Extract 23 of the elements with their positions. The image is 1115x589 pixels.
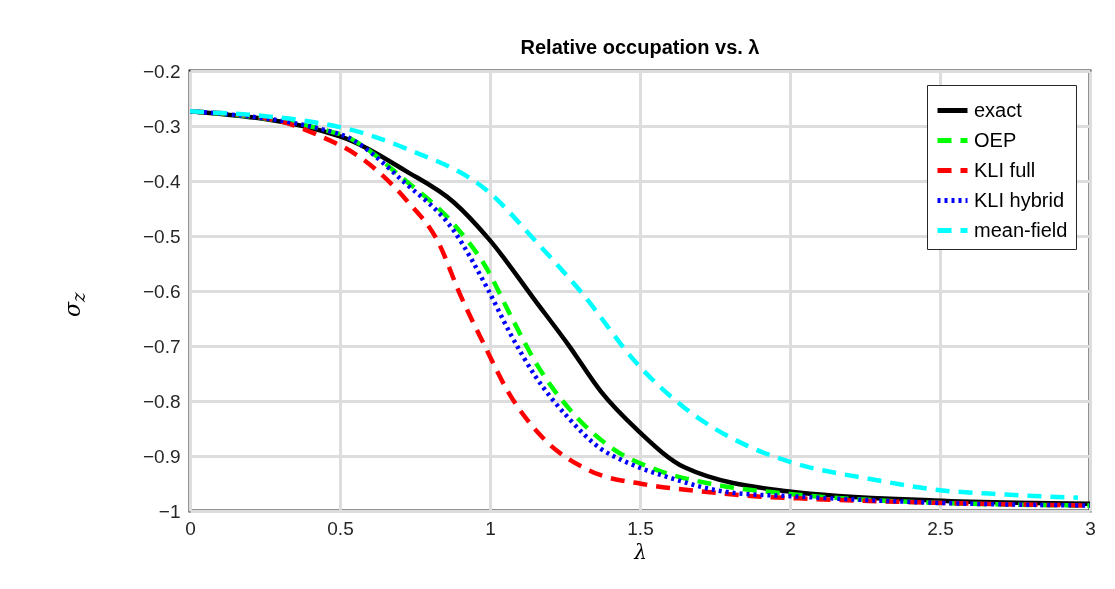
legend-label: KLI full (974, 158, 1036, 181)
x-tick-label: 2.5 (927, 517, 954, 539)
x-tick-label: 0.5 (327, 517, 354, 539)
y-tick-label: −0.4 (142, 170, 181, 192)
x-tick-label: 1 (485, 517, 496, 539)
y-tick-label: −0.2 (142, 60, 181, 82)
x-tick-label: 2 (785, 517, 796, 539)
legend-label: mean-field (974, 218, 1068, 241)
y-tick-label: −0.8 (142, 390, 181, 412)
y-tick-label: −1 (158, 500, 181, 522)
y-tick-label: −0.6 (142, 280, 181, 302)
y-tick-label: −0.5 (142, 225, 181, 247)
x-tick-label: 0 (185, 517, 196, 539)
legend-label: exact (974, 98, 1023, 121)
y-tick-label: −0.3 (142, 115, 181, 137)
legend-label: OEP (974, 128, 1017, 151)
legend-label: KLI hybrid (974, 188, 1065, 211)
chart-title: Relative occupation vs. λ (520, 36, 760, 58)
y-tick-label: −0.7 (142, 335, 181, 357)
x-tick-label: 3 (1085, 517, 1096, 539)
x-axis-title: λ (633, 539, 647, 564)
x-tick-label: 1.5 (627, 517, 654, 539)
y-tick-label: −0.9 (142, 445, 181, 467)
